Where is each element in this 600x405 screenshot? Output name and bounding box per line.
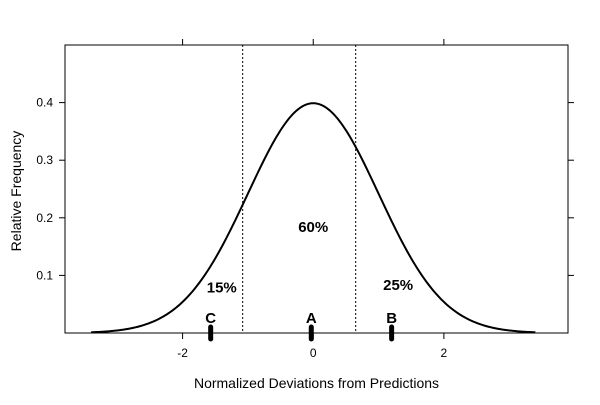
region-label: 15%: [207, 280, 237, 297]
y-tick-label: 0.1: [36, 268, 53, 282]
x-tick-label: 0: [310, 346, 317, 360]
x-tick-label: -2: [177, 346, 188, 360]
density-curve: [91, 102, 536, 334]
region-label: 25%: [383, 277, 413, 294]
x-axis-title: Normalized Deviations from Predictions: [194, 375, 439, 391]
y-tick-label: 0.3: [36, 153, 53, 167]
y-axis-title: Relative Frequency: [8, 131, 24, 252]
point-label: A: [306, 310, 317, 327]
point-label: B: [386, 310, 397, 327]
plot-frame: [64, 44, 569, 334]
y-tick-label: 0.2: [36, 211, 53, 225]
y-tick-label: 0.4: [36, 96, 53, 110]
x-tick-label: 2: [441, 346, 448, 360]
point-label: C: [205, 310, 216, 327]
region-label: 60%: [298, 219, 328, 236]
